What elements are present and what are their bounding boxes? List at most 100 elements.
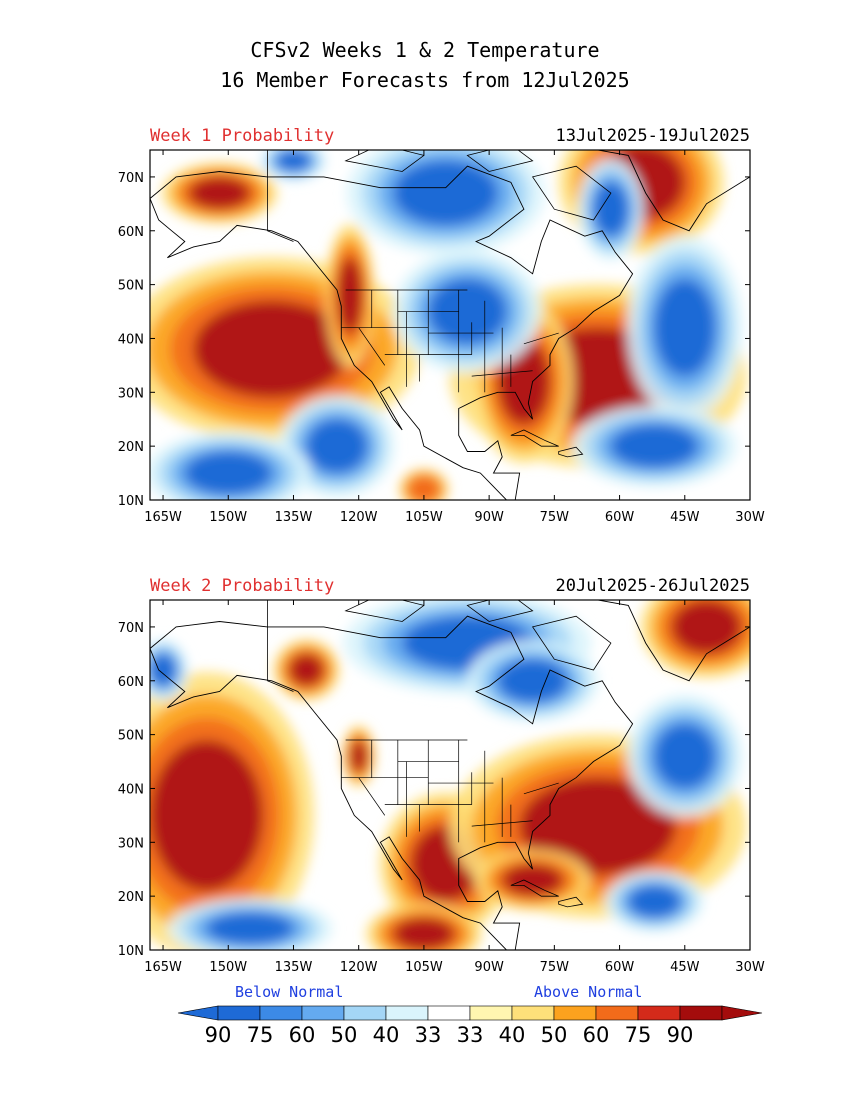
map-content: [150, 150, 750, 500]
colorbar-value-label: 40: [373, 1023, 400, 1047]
latitude-tick-label: 70N: [118, 171, 144, 186]
week-2-map: 165W 150W 135W 120W 105W 90W 75W 60W 45W 30W 70N 60…: [118, 599, 765, 975]
below-normal-core: [150, 653, 177, 687]
colorbar-swatch: [469, 1005, 513, 1021]
state-boundary: [358, 327, 386, 366]
below-normal-core: [610, 424, 698, 468]
map-frame: [149, 149, 751, 501]
latitude-tick-label: 30N: [118, 386, 144, 401]
above-normal-core: [289, 653, 324, 687]
colorbar-value-label: 60: [583, 1023, 610, 1047]
colorbar-swatch: [385, 1005, 429, 1021]
colorbar-swatch: [427, 1005, 471, 1021]
anomaly-shading: [150, 150, 747, 500]
latitude-tick-label: 60N: [118, 675, 144, 690]
title-line-1: CFSv2 Weeks 1 & 2 Temperature: [250, 38, 600, 62]
below-normal-core: [276, 150, 311, 172]
longitude-tick-label: 135W: [275, 510, 313, 525]
longitude-tick-label: 105W: [405, 510, 443, 525]
week-1-date-range: 13Jul2025-19Jul2025: [555, 126, 750, 146]
hispaniola-coastline: [558, 446, 584, 458]
hispaniola-coastline: [558, 896, 584, 908]
below-normal-core: [393, 160, 498, 226]
latitude-tick-label: 70N: [118, 621, 144, 636]
below-normal-core: [497, 659, 568, 703]
arctic-island-coastline: [466, 600, 534, 622]
state-boundary: [523, 782, 559, 795]
longitude-tick-label: 30W: [735, 960, 765, 975]
above-normal-core: [393, 917, 455, 950]
longitude-tick-label: 75W: [540, 510, 570, 525]
colorbar-value-label: 75: [625, 1023, 652, 1047]
above-normal-core: [502, 863, 564, 897]
state-boundary: [358, 777, 386, 816]
state-boundary: [471, 820, 533, 827]
longitude-tick-label: 120W: [340, 510, 378, 525]
below-normal-label: Below Normal: [235, 983, 344, 1001]
map-frame: [149, 599, 751, 951]
title-line-2: 16 Member Forecasts from 12Jul2025: [220, 68, 630, 92]
below-normal-core: [206, 912, 294, 945]
latitude-tick-label: 30N: [118, 836, 144, 851]
above-normal-core: [671, 600, 742, 654]
anomaly-shading: [150, 600, 750, 950]
colorbar-swatch: [511, 1005, 555, 1021]
colorbar-value-label: 90: [667, 1023, 694, 1047]
north-america-coastline: [150, 615, 634, 950]
above-normal-core: [193, 300, 350, 398]
arctic-island-coastline: [466, 150, 534, 172]
arctic-island-coastline: [531, 615, 612, 671]
greenland-coastline: [595, 150, 750, 232]
colorbar-value-label: 40: [499, 1023, 526, 1047]
longitude-tick-label: 90W: [474, 510, 504, 525]
colorbar-swatch: [301, 1005, 345, 1021]
colorbar-value-label: 75: [247, 1023, 274, 1047]
colorbar-swatch: [553, 1005, 597, 1021]
arctic-island-coastline: [479, 600, 483, 601]
week-1-map: 165W 150W 135W 120W 105W 90W 75W 60W 45W 30W 70N 60…: [118, 149, 765, 525]
colorbar-swatch: [595, 1005, 639, 1021]
colorbar-value-label: 50: [331, 1023, 358, 1047]
latitude-tick-label: 20N: [118, 890, 144, 905]
arctic-island-coastline: [531, 165, 612, 221]
latitude-tick-label: 40N: [118, 782, 144, 797]
alaska-canada-border: [267, 680, 294, 692]
colorbar-swatch: [259, 1005, 303, 1021]
week-2-date-range: 20Jul2025-26Jul2025: [555, 576, 750, 596]
longitude-tick-label: 150W: [209, 510, 247, 525]
longitude-tick-label: 30W: [735, 510, 765, 525]
above-normal-core: [150, 740, 264, 891]
week-1-probability-label: Week 1 Probability: [150, 126, 335, 146]
colorbar-value-label: 60: [289, 1023, 316, 1047]
map-content: [150, 600, 750, 950]
above-normal-core: [336, 257, 364, 334]
latitude-tick-label: 50N: [118, 729, 144, 744]
arctic-island-coastline: [344, 150, 425, 172]
above-normal-core: [189, 176, 250, 210]
colorbar-swatch: [343, 1005, 387, 1021]
alaska-canada-border: [267, 230, 294, 242]
longitude-tick-label: 45W: [670, 510, 700, 525]
latitude-tick-label: 40N: [118, 332, 144, 347]
longitude-tick-label: 75W: [540, 960, 570, 975]
greenland-coastline: [595, 600, 750, 682]
colorbar-swatch: [637, 1005, 681, 1021]
below-normal-core: [184, 451, 272, 495]
longitude-tick-label: 105W: [405, 960, 443, 975]
arctic-island-coastline: [344, 600, 425, 622]
probability-colorbar: 90 75 60 50 40 33 33 40 50 60 75 90: [177, 1005, 763, 1047]
colorbar-value-label: 33: [457, 1023, 484, 1047]
above-normal-core: [519, 777, 677, 875]
colorbar-value-label: 33: [415, 1023, 442, 1047]
latitude-tick-label: 50N: [118, 279, 144, 294]
above-normal-core: [350, 740, 368, 773]
colorbar-swatch: [679, 1005, 723, 1021]
above-normal-core: [410, 478, 437, 500]
colorbar-value-label: 90: [205, 1023, 232, 1047]
above-normal-label: Above Normal: [534, 983, 643, 1001]
longitude-tick-label: 90W: [474, 960, 504, 975]
below-normal-core: [628, 885, 681, 918]
week-2-probability-label: Week 2 Probability: [150, 576, 335, 596]
below-normal-core: [593, 182, 629, 237]
below-normal-core: [306, 419, 368, 474]
